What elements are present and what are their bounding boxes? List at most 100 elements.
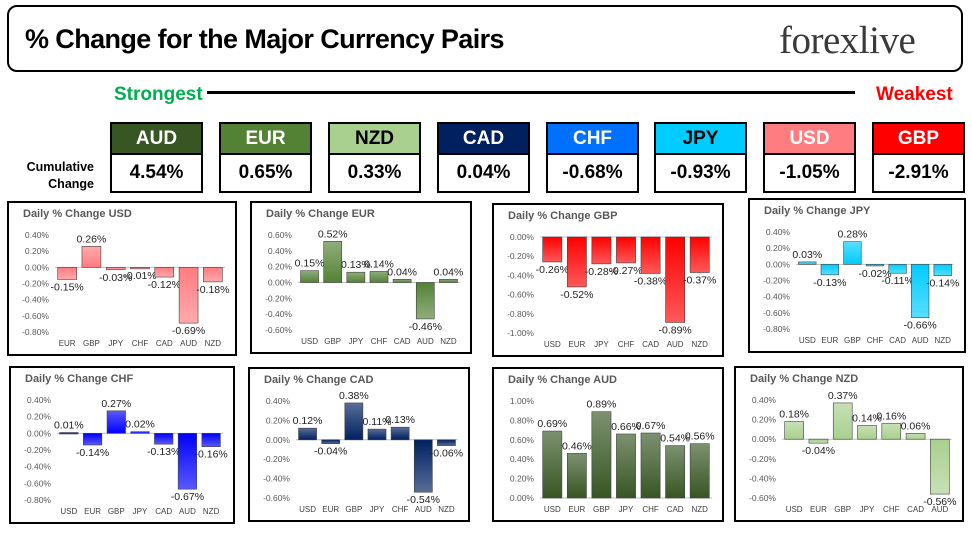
data-label: -0.01% bbox=[123, 270, 156, 282]
chart-panel-usd: 0.40% 0.20% 0.00% -0.20% -0.40% -0.60% -0.80% -… bbox=[7, 201, 237, 356]
data-label: -0.52% bbox=[560, 289, 593, 301]
y-tick-label: -0.60% bbox=[263, 493, 290, 503]
data-label: -0.14% bbox=[926, 278, 959, 290]
data-label: 0.26% bbox=[77, 233, 107, 245]
y-tick-label: 0.00% bbox=[27, 428, 52, 438]
x-tick-label: CHF bbox=[392, 505, 409, 514]
currency-box-jpy: JPY -0.93% bbox=[654, 122, 747, 193]
data-label: 0.54% bbox=[660, 433, 690, 445]
x-tick-label: JPY bbox=[349, 337, 364, 346]
cumulative-change-label: Cumulative Change bbox=[26, 160, 94, 191]
x-tick-label: GBP bbox=[83, 339, 100, 348]
x-tick-label: JPY bbox=[370, 505, 385, 514]
y-tick-label: 0.40% bbox=[752, 395, 777, 405]
x-tick-label: JPY bbox=[860, 505, 875, 514]
bar-cad bbox=[888, 264, 907, 274]
bar-nzd bbox=[203, 267, 223, 283]
data-label: 0.56% bbox=[685, 431, 715, 443]
data-label: 0.11% bbox=[363, 416, 392, 428]
bar-eur bbox=[566, 453, 587, 499]
chart-panel-gbp: 0.00% -0.20% -0.40% -0.60% -0.80% -1.00% -0.26… bbox=[492, 203, 724, 357]
bar-chf bbox=[881, 423, 902, 440]
y-tick-label: 0.20% bbox=[510, 474, 535, 484]
header-banner: % Change for the Major Currency Pairs fo… bbox=[7, 5, 963, 72]
x-tick-label: GBP bbox=[324, 337, 341, 346]
cumulative-value: -2.91% bbox=[872, 155, 965, 193]
y-tick-label: 0.60% bbox=[510, 435, 535, 445]
chart-plot: 0.40% 0.20% 0.00% -0.20% -0.40% -0.60% 0.12% US… bbox=[263, 390, 463, 514]
chart-plot: 0.40% 0.20% 0.00% -0.20% -0.40% -0.60% -0.80% -… bbox=[22, 230, 229, 348]
bar-gbp bbox=[843, 241, 862, 265]
bar-nzd bbox=[201, 433, 221, 447]
data-label: 0.15% bbox=[295, 258, 325, 270]
x-tick-label: NZD bbox=[691, 505, 708, 514]
bar-usd bbox=[300, 270, 319, 283]
x-tick-label: AUD bbox=[415, 505, 432, 514]
bar-chf bbox=[130, 267, 150, 270]
y-tick-label: 0.40% bbox=[27, 395, 52, 405]
data-label: -0.54% bbox=[407, 494, 440, 506]
x-tick-label: USD bbox=[786, 505, 803, 514]
bar-cad bbox=[905, 433, 926, 440]
data-label: 0.01% bbox=[54, 420, 84, 432]
data-label: -0.69% bbox=[172, 325, 205, 337]
currency-code: CAD bbox=[437, 122, 530, 155]
y-tick-label: 0.20% bbox=[752, 415, 777, 425]
y-tick-label: 0.40% bbox=[268, 246, 293, 256]
bar-nzd bbox=[437, 439, 456, 446]
bar-usd bbox=[59, 432, 79, 435]
logo-text: forexlive bbox=[779, 19, 916, 62]
currency-code: AUD bbox=[110, 122, 203, 155]
forexlive-logo: forexlive bbox=[779, 18, 916, 63]
y-tick-label: 0.40% bbox=[266, 396, 291, 406]
strongest-label: Strongest bbox=[114, 84, 203, 105]
data-label: 0.13% bbox=[385, 414, 415, 426]
data-label: -0.56% bbox=[923, 496, 956, 508]
x-tick-label: AUD bbox=[417, 337, 434, 346]
data-label: -0.46% bbox=[409, 321, 442, 333]
data-label: -0.02% bbox=[858, 268, 891, 280]
data-label: 0.89% bbox=[587, 399, 617, 411]
x-tick-label: JPY bbox=[619, 505, 634, 514]
x-tick-label: JPY bbox=[108, 339, 123, 348]
data-label: 0.14% bbox=[852, 412, 882, 424]
data-label: -0.14% bbox=[76, 447, 109, 459]
data-label: 0.66% bbox=[611, 421, 641, 433]
y-tick-label: -0.60% bbox=[507, 290, 534, 300]
data-label: -0.38% bbox=[634, 275, 667, 287]
y-tick-label: -0.40% bbox=[22, 295, 49, 305]
currency-code: GBP bbox=[872, 122, 965, 155]
data-label: -0.26% bbox=[536, 264, 569, 276]
y-tick-label: -0.40% bbox=[507, 270, 534, 280]
data-label: 0.67% bbox=[636, 420, 666, 432]
chart-panel-aud: 1.00% 0.80% 0.60% 0.40% 0.20% 0.00% 0.69% USD 0.… bbox=[492, 367, 724, 522]
cumulative-value: -0.68% bbox=[546, 155, 639, 193]
bar-gbp bbox=[81, 246, 102, 268]
bar-aud bbox=[177, 433, 197, 490]
x-tick-label: AUD bbox=[931, 505, 948, 514]
currency-code: EUR bbox=[219, 122, 312, 155]
bar-eur bbox=[566, 236, 587, 288]
currency-code: JPY bbox=[654, 122, 747, 155]
bar-nzd bbox=[689, 236, 710, 273]
y-tick-label: -0.20% bbox=[22, 279, 49, 289]
x-tick-label: NZD bbox=[438, 505, 455, 514]
bar-cad bbox=[154, 267, 175, 278]
y-tick-label: 0.00% bbox=[510, 232, 535, 242]
data-label: 0.27% bbox=[101, 398, 131, 410]
y-tick-label: 0.00% bbox=[510, 493, 535, 503]
data-label: -0.11% bbox=[881, 275, 914, 287]
x-tick-label: GBP bbox=[844, 336, 861, 345]
x-tick-label: CAD bbox=[889, 336, 906, 345]
bar-jpy bbox=[591, 236, 612, 265]
bar-aud bbox=[665, 236, 686, 323]
chart-title: Daily % Change AUD bbox=[508, 374, 618, 386]
bar-aud bbox=[413, 439, 433, 493]
data-label: 0.04% bbox=[387, 266, 417, 278]
x-tick-label: USD bbox=[544, 340, 561, 349]
data-label: -0.89% bbox=[659, 324, 692, 336]
cumulative-value: 0.65% bbox=[219, 155, 312, 193]
currency-box-gbp: GBP -2.91% bbox=[872, 122, 965, 193]
y-tick-label: -0.40% bbox=[749, 473, 776, 483]
data-label: -0.18% bbox=[196, 284, 229, 296]
